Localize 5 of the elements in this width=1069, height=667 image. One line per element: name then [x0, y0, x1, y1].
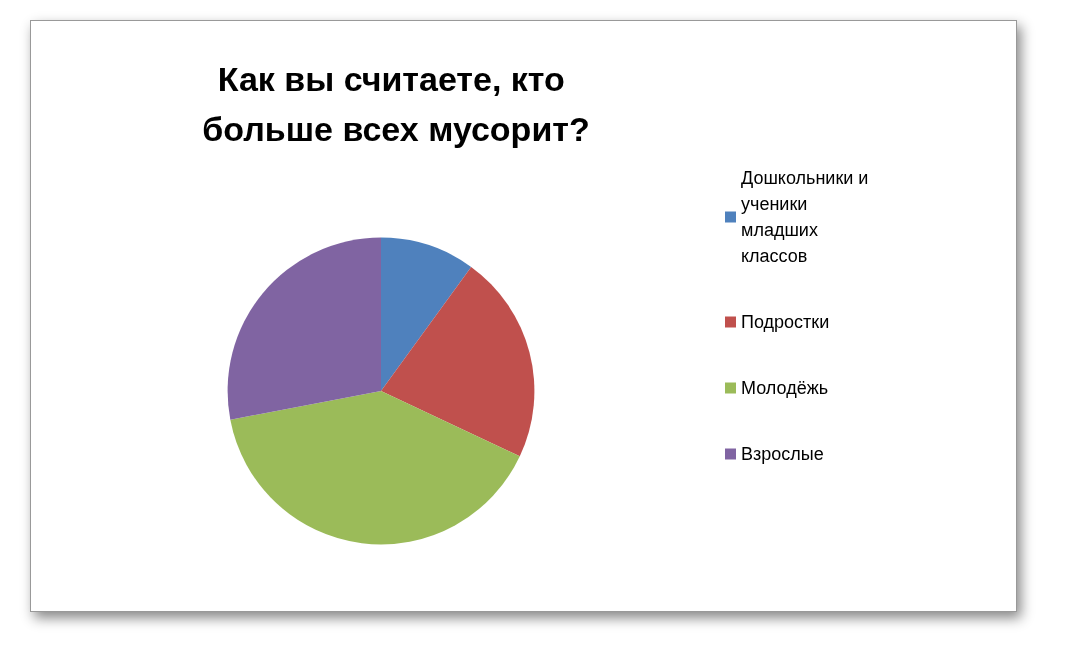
chart-title: Как вы считаете, кто больше всех мусорит? — [202, 60, 590, 148]
legend-label: Молодёжь — [741, 378, 829, 398]
legend-label: Взрослые — [741, 444, 824, 464]
legend-label: Дошкольники и ученики младших классов — [741, 168, 874, 266]
legend-label: Подростки — [741, 312, 830, 332]
